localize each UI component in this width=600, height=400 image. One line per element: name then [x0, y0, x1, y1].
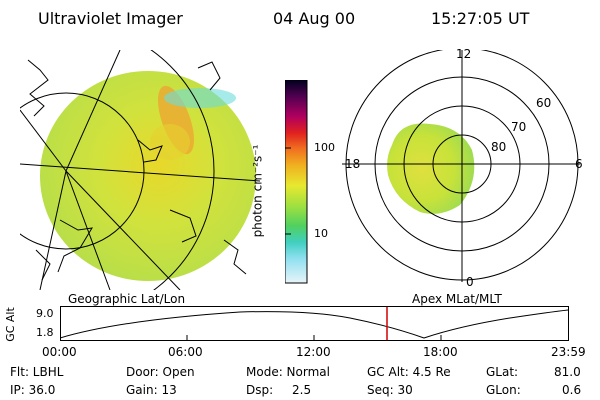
mlat-label-60: 60	[536, 96, 552, 110]
glon-label: GLon:	[486, 383, 521, 397]
date-display: 04 Aug 00	[273, 9, 356, 28]
dsp-value: 2.5	[292, 383, 312, 397]
filter-info: Flt: LBHL	[10, 365, 64, 379]
map-caption: Geographic Lat/Lon	[68, 292, 186, 306]
geographic-map	[20, 50, 260, 290]
seq-info: Seq: 30	[367, 383, 413, 397]
mlt-label-6: 6	[575, 157, 583, 171]
mlt-label-12: 12	[456, 47, 472, 61]
altitude-tick-high: 9.0	[36, 307, 54, 320]
mode-info: Mode: Normal	[246, 365, 330, 379]
app-title: Ultraviolet Imager	[38, 9, 183, 28]
x-tick-1200: 12:00	[296, 345, 331, 359]
x-tick-2359: 23:59	[551, 345, 586, 359]
x-tick-0000: 00:00	[42, 345, 77, 359]
mlat-label-70: 70	[511, 120, 527, 134]
time-display: 15:27:05 UT	[431, 9, 530, 28]
polar-plot	[342, 50, 580, 282]
gain-info: Gain: 13	[126, 383, 177, 397]
altitude-axis-label: GC Alt	[3, 307, 17, 342]
altitude-strip	[60, 306, 569, 341]
dsp-label: Dsp:	[246, 383, 274, 397]
glon-value: 0.6	[562, 383, 582, 397]
colorbar	[285, 80, 308, 284]
ip-info: IP: 36.0	[10, 383, 56, 397]
colorbar-tick-10: 10	[314, 227, 328, 240]
polar-caption: Apex MLat/MLT	[412, 292, 502, 306]
x-tick-1800: 18:00	[423, 345, 458, 359]
glat-label: GLat:	[486, 365, 519, 379]
mlt-label-18: 18	[345, 157, 361, 171]
altitude-tick-low: 1.8	[36, 326, 54, 339]
glat-value: 81.0	[554, 365, 581, 379]
auroral-oval	[387, 123, 475, 214]
mlat-label-80: 80	[491, 140, 507, 154]
gc-alt-info: GC Alt: 4.5 Re	[367, 365, 451, 379]
altitude-curve	[60, 309, 569, 339]
colorbar-unit-label: photon cm⁻²s⁻¹	[250, 144, 265, 238]
mlt-label-0: 0	[466, 275, 474, 289]
x-tick-0600: 06:00	[168, 345, 203, 359]
door-info: Door: Open	[126, 365, 195, 379]
colorbar-tick-100: 100	[314, 141, 335, 154]
